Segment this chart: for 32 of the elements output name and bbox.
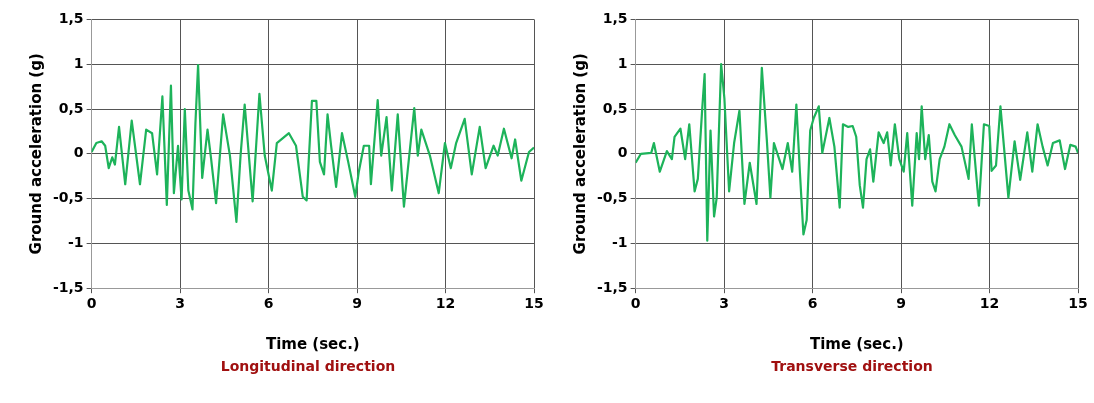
x-tick-label: 9 xyxy=(896,295,906,312)
x-axis-title: Time (sec.) xyxy=(809,334,904,353)
y-tick-label: 0 xyxy=(617,144,628,161)
y-tick-label: -0,5 xyxy=(596,189,628,206)
y-tick-label: 1 xyxy=(617,54,628,71)
y-tick-label: 1,5 xyxy=(58,10,84,27)
y-tick-label: -1 xyxy=(68,234,84,251)
x-axis-title: Time (sec.) xyxy=(265,334,360,353)
y-tick-label: 1,5 xyxy=(602,10,628,27)
x-tick-label: 3 xyxy=(719,295,729,312)
y-tick-label: -0,5 xyxy=(52,189,84,206)
x-tick-label: 0 xyxy=(630,295,641,312)
y-tick-label: 0 xyxy=(73,144,84,161)
x-tick-label: 3 xyxy=(175,295,185,312)
x-tick-label: 12 xyxy=(979,295,1000,312)
x-tick-label: 6 xyxy=(263,295,274,312)
y-tick-label: -1,5 xyxy=(52,278,84,295)
y-tick-label: 1 xyxy=(73,54,84,71)
y-tick-label: -1 xyxy=(612,234,628,251)
text: Transverse direction xyxy=(770,358,934,374)
y-axis-title: Ground acceleration (g) xyxy=(26,53,45,255)
x-tick-label: 9 xyxy=(352,295,362,312)
y-axis-title: Ground acceleration (g) xyxy=(570,53,589,255)
x-tick-label: 15 xyxy=(1068,295,1088,312)
x-tick-label: 12 xyxy=(435,295,456,312)
text: Longitudinal direction xyxy=(219,358,397,374)
y-tick-label: -1,5 xyxy=(596,278,628,295)
y-tick-label: 0,5 xyxy=(58,99,84,116)
x-tick-label: 6 xyxy=(807,295,818,312)
x-tick-label: 15 xyxy=(524,295,544,312)
x-tick-label: 0 xyxy=(86,295,97,312)
y-tick-label: 0,5 xyxy=(602,99,628,116)
